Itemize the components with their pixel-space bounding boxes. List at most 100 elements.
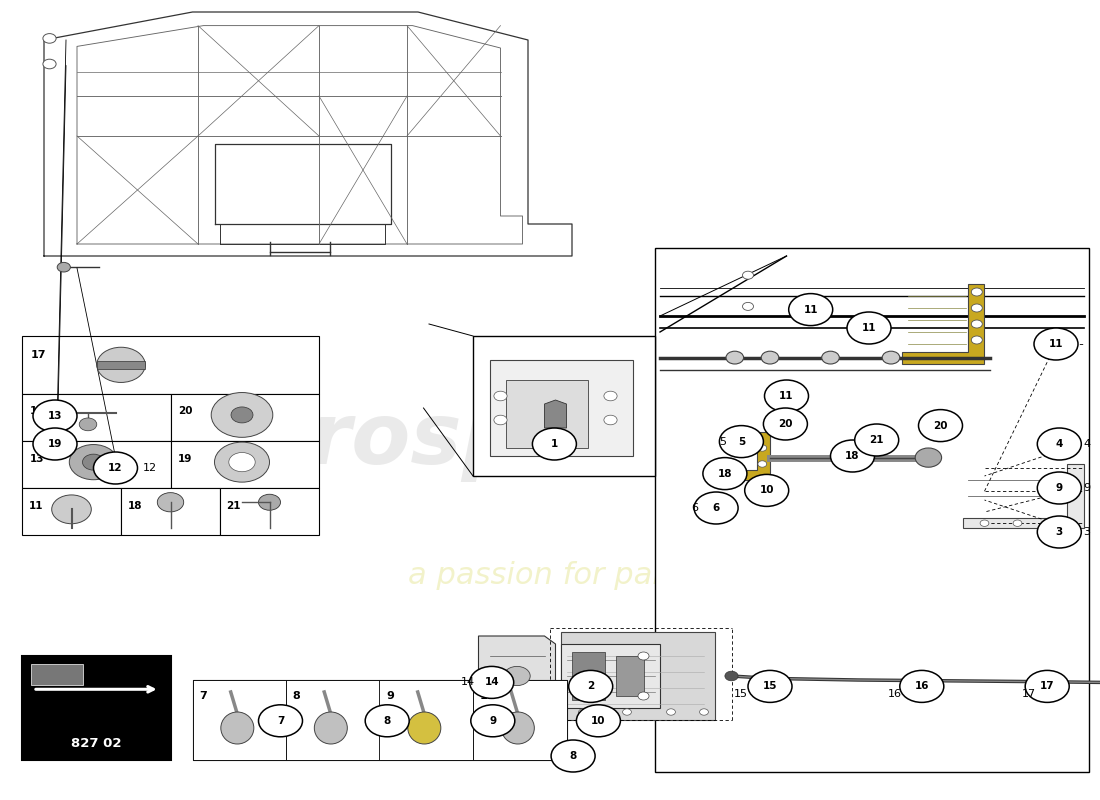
Circle shape	[470, 666, 514, 698]
Bar	[379, 680, 473, 760]
Circle shape	[900, 670, 944, 702]
Text: 5: 5	[738, 437, 745, 446]
Text: 13: 13	[30, 454, 44, 464]
Circle shape	[33, 400, 77, 432]
Text: 4: 4	[1084, 439, 1090, 449]
Text: 18: 18	[717, 469, 733, 478]
Circle shape	[1037, 428, 1081, 460]
Bar	[22, 441, 170, 488]
Text: 3: 3	[1056, 527, 1063, 537]
Text: 8: 8	[570, 751, 576, 761]
Circle shape	[700, 709, 708, 715]
Text: 18: 18	[845, 451, 860, 461]
Bar	[31, 664, 82, 685]
Bar	[22, 488, 121, 535]
Bar	[490, 360, 632, 456]
Circle shape	[745, 474, 789, 506]
Text: 7: 7	[277, 716, 284, 726]
Text: 9: 9	[1056, 483, 1063, 493]
Text: 6: 6	[692, 503, 698, 513]
Circle shape	[365, 705, 409, 737]
Text: 3: 3	[1084, 527, 1090, 537]
Text: 15: 15	[734, 689, 748, 698]
Text: 11: 11	[803, 305, 818, 314]
Bar	[561, 632, 715, 720]
Circle shape	[822, 351, 839, 364]
Text: 5: 5	[719, 437, 726, 446]
Circle shape	[604, 391, 617, 401]
Text: 16: 16	[30, 406, 44, 417]
Circle shape	[847, 312, 891, 344]
Bar	[192, 680, 566, 760]
Circle shape	[157, 493, 184, 512]
Text: 1: 1	[551, 439, 558, 449]
Polygon shape	[544, 400, 566, 428]
Text: 6: 6	[713, 503, 719, 513]
Text: 10: 10	[480, 691, 495, 701]
Text: 12: 12	[108, 463, 123, 473]
Circle shape	[980, 520, 989, 526]
Text: 4: 4	[1056, 439, 1063, 449]
Text: 17: 17	[31, 350, 46, 360]
Circle shape	[1037, 516, 1081, 548]
Polygon shape	[478, 636, 556, 704]
Circle shape	[882, 351, 900, 364]
Circle shape	[258, 494, 280, 510]
Text: 20: 20	[778, 419, 793, 429]
Circle shape	[638, 692, 649, 700]
Text: a passion for parts: a passion for parts	[408, 562, 692, 590]
Text: 8: 8	[293, 691, 300, 701]
Circle shape	[551, 740, 595, 772]
Circle shape	[33, 428, 77, 460]
Circle shape	[532, 428, 576, 460]
Circle shape	[211, 393, 273, 438]
Polygon shape	[902, 284, 985, 364]
Circle shape	[918, 410, 962, 442]
Bar	[654, 248, 1089, 772]
Text: 21: 21	[869, 435, 884, 445]
Circle shape	[43, 59, 56, 69]
Bar	[121, 488, 220, 535]
Circle shape	[471, 705, 515, 737]
Bar	[572, 652, 605, 700]
Circle shape	[971, 304, 982, 312]
Bar	[192, 680, 286, 760]
Circle shape	[1013, 520, 1022, 526]
Circle shape	[94, 452, 138, 484]
Text: 18: 18	[128, 501, 142, 511]
Text: 7: 7	[199, 691, 207, 701]
Bar	[22, 394, 170, 441]
Circle shape	[667, 709, 675, 715]
Text: 14: 14	[484, 678, 499, 687]
Text: 9: 9	[490, 716, 496, 726]
Circle shape	[971, 320, 982, 328]
Text: 10: 10	[591, 716, 606, 726]
Circle shape	[1046, 520, 1055, 526]
Polygon shape	[726, 432, 770, 480]
Circle shape	[703, 458, 747, 490]
Bar	[97, 361, 145, 369]
Bar	[473, 680, 566, 760]
Text: 11: 11	[29, 501, 43, 511]
Circle shape	[569, 670, 613, 702]
Circle shape	[1034, 328, 1078, 360]
Text: 17: 17	[1040, 682, 1055, 691]
Circle shape	[719, 426, 763, 458]
Ellipse shape	[408, 712, 441, 744]
Circle shape	[576, 705, 620, 737]
Circle shape	[694, 492, 738, 524]
Circle shape	[231, 407, 253, 423]
Circle shape	[725, 671, 738, 681]
Circle shape	[1037, 472, 1081, 504]
Ellipse shape	[315, 712, 348, 744]
Text: 8: 8	[384, 716, 390, 726]
Text: 11: 11	[779, 391, 794, 401]
Text: 827 02: 827 02	[72, 738, 121, 750]
Bar	[170, 394, 319, 441]
Bar	[22, 656, 170, 760]
Circle shape	[789, 294, 833, 326]
Circle shape	[761, 351, 779, 364]
Circle shape	[758, 461, 767, 467]
Circle shape	[764, 380, 808, 412]
Circle shape	[79, 418, 97, 430]
